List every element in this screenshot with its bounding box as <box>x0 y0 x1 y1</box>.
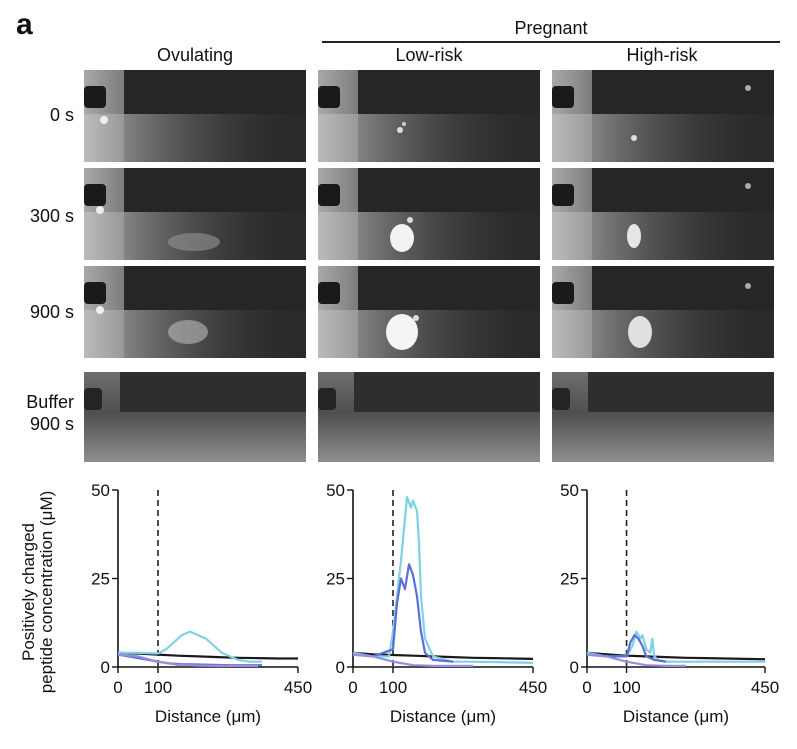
chart-2-x-tick-label: 450 <box>751 678 779 697</box>
chart-1-x-tick-label: 0 <box>348 678 357 697</box>
chart-2-series-1 <box>586 630 765 663</box>
row-label-300s: 300 s <box>29 206 74 226</box>
chart-2-x-tick-label: 0 <box>582 678 591 697</box>
micrograph-row-0s <box>84 70 774 162</box>
micrograph-grid <box>84 70 774 462</box>
micrograph-row-buffer <box>84 372 774 462</box>
chart-2-y-tick-label: 25 <box>560 570 579 589</box>
row-label-buffer: Buffer 900 s <box>26 392 74 434</box>
chart-2-y-tick-label: 50 <box>560 481 579 500</box>
chart-1-x-axis-title: Distance (μm) <box>390 707 496 726</box>
chart-1-series-2 <box>352 563 454 663</box>
chart-0-x-axis-title: Distance (μm) <box>155 707 261 726</box>
chart-2-series-3 <box>586 653 686 668</box>
chart-0-series-3 <box>117 653 258 668</box>
chart-2-series-0 <box>586 651 766 661</box>
chart-2-x-axis-title: Distance (μm) <box>623 707 729 726</box>
micrograph-row-300s <box>84 168 774 260</box>
chart-1-y-tick-label: 0 <box>336 658 345 677</box>
row-label-0s: 0 s <box>49 105 74 125</box>
chart-1-y-tick-label: 25 <box>326 570 345 589</box>
chart-2-series-2 <box>586 633 667 663</box>
column-label-ovulating: Ovulating <box>156 45 234 65</box>
group-label-pregnant: Pregnant <box>514 18 588 38</box>
chart-0-x-tick-label: 100 <box>144 678 172 697</box>
chart-1-series-0 <box>352 651 534 660</box>
chart-1-series-3 <box>352 653 473 668</box>
chart-0-y-tick-label: 25 <box>91 570 110 589</box>
chart-2-y-tick-label: 0 <box>570 658 579 677</box>
chart-2-x-tick-label: 100 <box>612 678 640 697</box>
chart-1-y-tick-label: 50 <box>326 481 345 500</box>
column-label-low-risk: Low-risk <box>395 45 463 65</box>
chart-1-x-tick-label: 450 <box>519 678 547 697</box>
chart-0-x-tick-label: 0 <box>113 678 122 697</box>
panel-letter: a <box>16 8 33 41</box>
group-rule <box>322 41 780 43</box>
chart-1-x-tick-label: 100 <box>379 678 407 697</box>
chart-0-y-tick-label: 50 <box>91 481 110 500</box>
chart-0-series-1 <box>118 630 262 663</box>
row-label-900s: 900 s <box>29 302 74 322</box>
chart-0-y-tick-label: 0 <box>101 658 110 677</box>
column-label-high-risk: High-risk <box>626 45 698 65</box>
chart-1-series-1 <box>352 496 534 664</box>
micrograph-row-900s <box>84 266 774 358</box>
chart-0-x-tick-label: 450 <box>284 678 312 697</box>
